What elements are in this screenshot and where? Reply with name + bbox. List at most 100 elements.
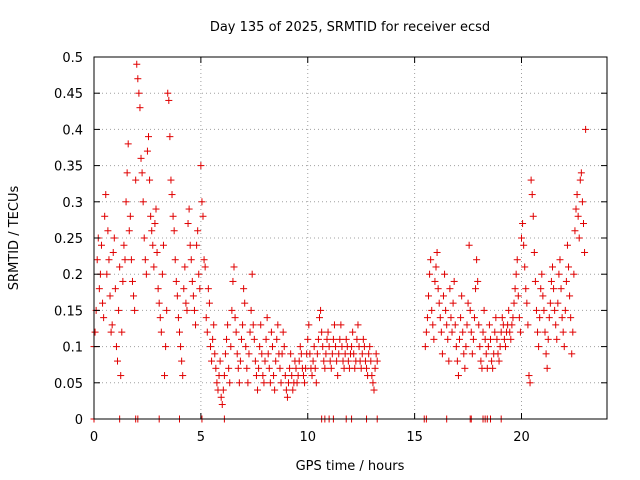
data-point xyxy=(512,270,520,278)
data-point xyxy=(148,227,156,235)
chart-title: Day 135 of 2025, SRMTID for receiver ecs… xyxy=(210,20,490,35)
data-point xyxy=(103,270,111,278)
data-point xyxy=(427,256,435,264)
data-point xyxy=(227,343,235,351)
data-point xyxy=(540,306,548,314)
data-point xyxy=(162,343,170,351)
data-point xyxy=(453,357,461,365)
data-point xyxy=(354,321,362,329)
data-point xyxy=(531,277,539,285)
data-point xyxy=(204,285,212,293)
data-point xyxy=(218,401,226,409)
data-point xyxy=(272,357,280,365)
data-point xyxy=(119,277,127,285)
data-point xyxy=(265,364,273,372)
data-point xyxy=(261,357,269,365)
data-point xyxy=(353,335,361,343)
data-point xyxy=(145,133,153,141)
data-point xyxy=(443,321,451,329)
data-point xyxy=(211,350,219,358)
data-point xyxy=(431,277,439,285)
data-point xyxy=(513,256,521,264)
data-point xyxy=(484,343,492,351)
data-point xyxy=(163,306,171,314)
data-point xyxy=(358,350,366,358)
data-point xyxy=(223,335,231,343)
data-point xyxy=(281,372,289,380)
data-point xyxy=(131,306,139,314)
data-point xyxy=(547,277,555,285)
x-tick-label: 20 xyxy=(513,430,530,445)
data-point xyxy=(149,241,157,249)
data-point xyxy=(182,299,190,307)
data-point xyxy=(526,379,534,387)
data-point xyxy=(282,386,290,394)
data-point xyxy=(538,270,546,278)
data-point xyxy=(319,343,327,351)
data-point xyxy=(236,357,244,365)
data-point xyxy=(317,306,325,314)
data-point xyxy=(197,162,205,170)
data-point xyxy=(452,343,460,351)
y-tick-label: 0.3 xyxy=(62,196,83,211)
data-point xyxy=(202,314,210,322)
data-point xyxy=(556,256,564,264)
data-point xyxy=(295,357,303,365)
x-tick-label: 5 xyxy=(197,430,205,445)
data-point xyxy=(165,96,173,104)
data-point xyxy=(472,285,480,293)
data-point xyxy=(105,256,113,264)
data-point xyxy=(139,198,147,206)
data-point xyxy=(157,328,165,336)
data-point xyxy=(318,328,326,336)
data-point xyxy=(188,277,196,285)
data-point xyxy=(194,227,202,235)
data-point xyxy=(216,357,224,365)
data-point xyxy=(332,343,340,351)
data-point xyxy=(249,321,257,329)
data-point xyxy=(142,270,150,278)
y-axis-label: SRMTID / TECUs xyxy=(7,186,22,291)
data-point xyxy=(333,357,341,365)
data-point xyxy=(449,299,457,307)
data-point xyxy=(183,306,191,314)
data-point xyxy=(475,321,483,329)
data-point xyxy=(201,263,209,271)
x-tick-label: 0 xyxy=(90,430,98,445)
data-point xyxy=(225,364,233,372)
data-point xyxy=(555,270,563,278)
data-point xyxy=(292,364,300,372)
data-point xyxy=(470,314,478,322)
data-point xyxy=(439,292,447,300)
data-point xyxy=(133,60,141,68)
data-point xyxy=(279,328,287,336)
data-point xyxy=(256,343,264,351)
data-point xyxy=(231,314,239,322)
data-point xyxy=(464,299,472,307)
data-point xyxy=(283,393,291,401)
y-tick-label: 0.5 xyxy=(62,51,83,66)
data-point xyxy=(199,212,207,220)
data-point xyxy=(93,256,101,264)
data-point xyxy=(251,357,259,365)
data-point xyxy=(366,343,374,351)
data-point xyxy=(373,357,381,365)
data-point xyxy=(229,277,237,285)
data-point xyxy=(224,321,232,329)
data-point xyxy=(351,364,359,372)
data-point xyxy=(106,292,114,300)
data-point xyxy=(334,372,342,380)
y-tick-label: 0.2 xyxy=(62,268,83,283)
data-point xyxy=(257,321,265,329)
x-tick-label: 10 xyxy=(299,430,316,445)
data-point xyxy=(200,256,208,264)
data-point xyxy=(554,299,562,307)
data-points xyxy=(90,60,590,423)
data-point xyxy=(168,191,176,199)
data-point xyxy=(187,256,195,264)
data-point xyxy=(208,357,216,365)
data-point xyxy=(429,321,437,329)
data-point xyxy=(97,241,105,249)
data-point xyxy=(436,314,444,322)
data-point xyxy=(569,328,577,336)
